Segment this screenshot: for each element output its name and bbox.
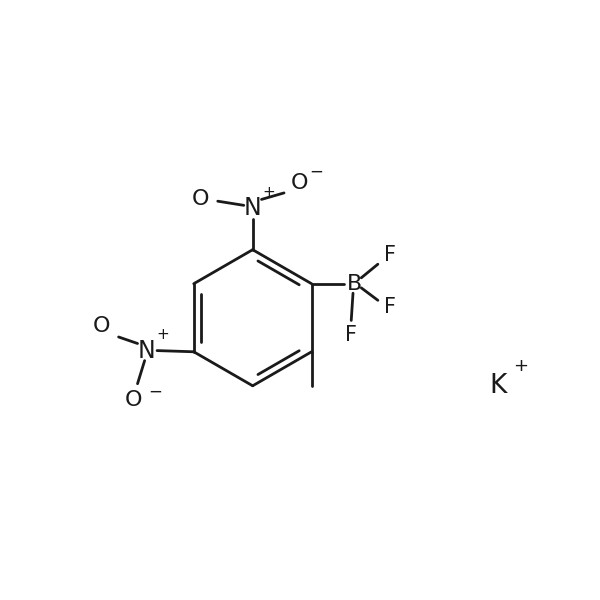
Text: +: + bbox=[262, 185, 275, 200]
Text: N: N bbox=[244, 196, 262, 220]
Text: O: O bbox=[92, 316, 110, 336]
Text: O: O bbox=[191, 190, 209, 209]
Text: F: F bbox=[384, 245, 396, 265]
Text: +: + bbox=[513, 357, 528, 375]
Text: K: K bbox=[490, 373, 507, 399]
Text: −: − bbox=[309, 163, 323, 181]
Text: B: B bbox=[347, 274, 362, 294]
Text: F: F bbox=[345, 325, 357, 344]
Text: O: O bbox=[125, 389, 143, 410]
Text: +: + bbox=[156, 327, 169, 342]
Text: −: − bbox=[148, 383, 161, 401]
Text: N: N bbox=[137, 338, 155, 362]
Text: F: F bbox=[384, 298, 396, 317]
Text: O: O bbox=[290, 173, 308, 193]
